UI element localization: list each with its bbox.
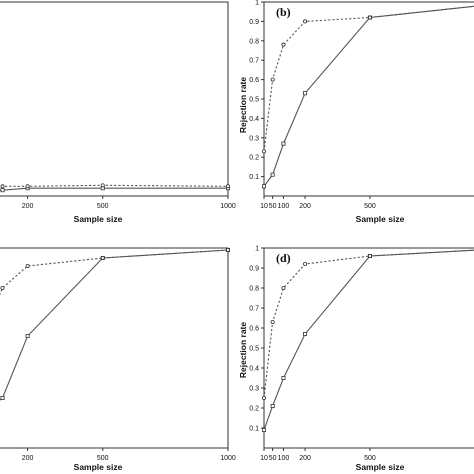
y-tick-label: 0.4 [249,366,259,373]
y-tick-label: 0.6 [249,77,259,84]
y-axis-label: Rejection rate [238,322,248,378]
y-tick-label: 0.7 [249,306,259,313]
data-point-circle [100,255,105,260]
data-point-square [0,395,5,400]
data-point-circle [261,395,266,400]
y-tick-label: 0.8 [249,286,259,293]
data-point-square [270,403,275,408]
y-tick-label: 0.5 [249,346,259,353]
data-point-circle [0,184,5,189]
panel-b: 10 50 100 200 500 0.1 0.2 0.3 0.4 0.5 0.6 0.7 0.8 0.9… [238,0,474,224]
x-tick-label: 1000 [220,455,236,462]
data-point-square [261,427,266,432]
data-point-circle [270,77,275,82]
y-tick-label: 0.2 [249,155,259,162]
series-line-dashed [263,5,474,152]
data-point-circle [0,285,5,290]
series-line-solid [263,5,474,187]
y-tick-label: 0.5 [249,97,259,104]
x-tick-label: 200 [22,203,34,210]
series-line-solid [0,187,228,191]
data-point-circle [367,253,372,258]
y-axis-label: Rejection rate [238,77,248,133]
data-point-square [25,333,30,338]
series-line-dashed [263,249,474,399]
data-point-square [281,375,286,380]
y-tick-label: 0.7 [249,58,259,65]
data-point-circle [270,319,275,324]
x-tick-label: 200 [299,203,311,210]
x-tick-label: 10 [260,203,268,210]
panel-c: 200 500 1000 Sample size [0,247,236,472]
x-axis-label: Sample size [74,462,123,472]
data-point-circle [281,285,286,290]
y-tick-label: 0.4 [249,116,259,123]
x-tick-label: 200 [299,455,311,462]
series-line-solid [263,249,474,431]
plot-frame [0,1,229,197]
plot-frame [263,247,474,449]
y-tick-label: 0.3 [249,135,259,142]
x-tick-label: 50 [269,203,277,210]
x-tick-label: 10 [260,455,268,462]
data-point-square [281,141,286,146]
plot-frame [0,247,229,449]
y-tick-label: 1 [255,0,259,7]
x-tick-label: 50 [269,455,277,462]
data-point-circle [25,184,30,189]
data-point-circle [367,15,372,20]
data-point-circle [100,183,105,188]
data-point-square [261,184,266,189]
series-line-solid [0,249,229,401]
x-tick-label: 500 [364,203,376,210]
x-axis-label: Sample size [356,462,405,472]
x-tick-label: 200 [22,455,34,462]
data-point-circle [225,247,230,252]
y-tick-label: 1 [255,246,259,253]
panel-label: (d) [276,251,291,265]
panel-label: (b) [276,5,291,19]
data-point-square [303,91,308,96]
data-point-square [270,172,275,177]
data-point-square [303,331,308,336]
x-tick-label: 100 [278,455,290,462]
x-tick-label: 500 [364,455,376,462]
panel-d: 10 50 100 200 500 0.1 0.2 0.3 0.4 0.5 0.6 0.7 0.8 0.9… [238,246,474,472]
x-tick-label: 1000 [220,203,236,210]
data-point-circle [303,19,308,24]
x-axis-label: Sample size [74,214,123,224]
data-point-circle [261,149,266,154]
data-point-circle [225,184,230,189]
y-tick-label: 0.9 [249,19,259,26]
x-tick-label: 500 [97,455,109,462]
series-line-dashed [0,249,229,296]
x-tick-label: 100 [278,203,290,210]
data-point-circle [25,263,30,268]
series-line-dashed [0,184,229,187]
y-tick-label: 0.1 [249,426,259,433]
x-axis-label: Sample size [356,214,405,224]
y-tick-label: 0.2 [249,406,259,413]
data-point-square [0,188,5,193]
data-point-circle [281,42,286,47]
data-point-circle [303,261,308,266]
y-tick-label: 0.8 [249,38,259,45]
y-tick-label: 0.3 [249,386,259,393]
y-tick-label: 0.6 [249,326,259,333]
y-tick-label: 0.9 [249,266,259,273]
x-tick-label: 500 [97,203,109,210]
panel-a: 200 500 1000 Sample size [0,1,236,224]
y-tick-label: 0.1 [249,174,259,181]
